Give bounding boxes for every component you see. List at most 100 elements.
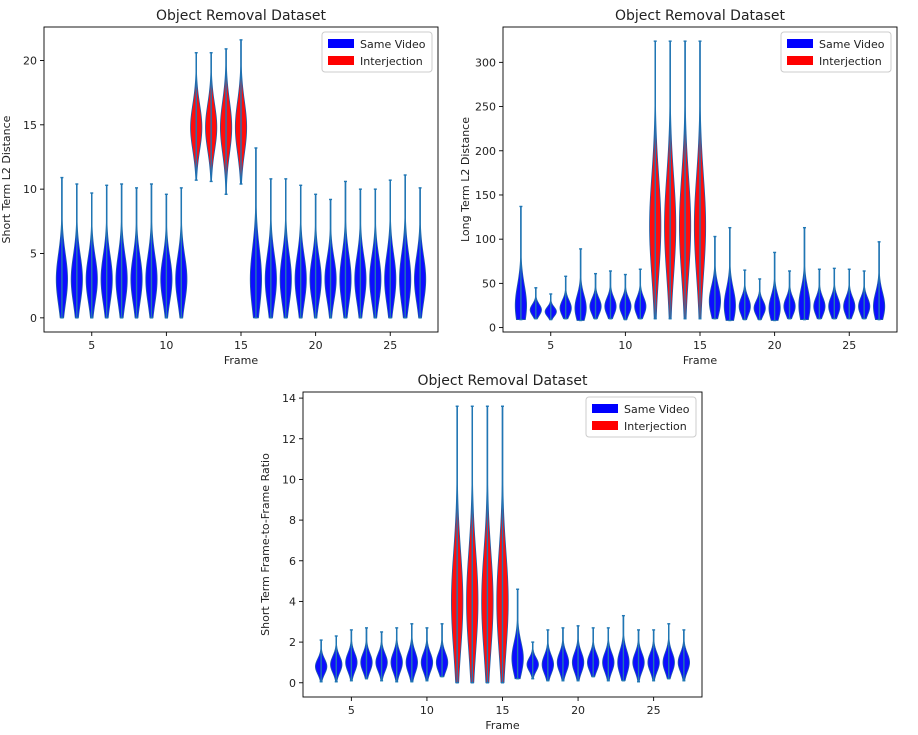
y-tick-label: 10 (282, 473, 296, 486)
violin-frame-22 (602, 627, 615, 682)
x-tick-label: 20 (571, 704, 585, 717)
violin-frame-20 (571, 625, 585, 682)
violin-frame-11 (634, 268, 647, 320)
violin-frame-4 (70, 183, 83, 319)
y-tick-label: 0 (489, 322, 496, 335)
y-tick-label: 150 (475, 189, 496, 202)
violin-frame-19 (294, 184, 307, 319)
y-axis-label: Short Term L2 Distance (0, 115, 13, 243)
violin-frame-21 (324, 198, 337, 319)
violin-frame-15 (234, 39, 248, 185)
y-tick-label: 2 (289, 636, 296, 649)
legend-label: Interjection (624, 420, 687, 433)
violin-frame-26 (662, 623, 675, 680)
y-tick-label: 300 (475, 56, 496, 69)
violin-frame-10 (160, 193, 173, 319)
x-tick-label: 25 (383, 339, 397, 352)
x-axis-label: Frame (224, 354, 259, 367)
violin-frame-3 (514, 205, 527, 321)
violin-frame-19 (556, 627, 570, 682)
x-tick-label: 25 (647, 704, 661, 717)
violin-frame-17 (723, 226, 736, 322)
violin-frame-4 (330, 635, 343, 683)
legend-label: Same Video (360, 38, 426, 51)
violin-frame-10 (619, 273, 632, 321)
violin-frame-23 (813, 268, 826, 320)
violin-frame-12 (649, 40, 662, 320)
violin-frame-8 (589, 272, 602, 320)
y-tick-label: 10 (23, 183, 37, 196)
violin-frame-13 (466, 405, 479, 684)
violin-frame-11 (175, 187, 188, 319)
violin-frame-7 (574, 248, 587, 322)
violin-frame-5 (345, 629, 358, 682)
legend-label: Interjection (819, 55, 882, 68)
y-tick-label: 15 (23, 119, 37, 132)
violin-frame-9 (604, 270, 617, 320)
y-tick-label: 250 (475, 101, 496, 114)
chart-title: Object Removal Dataset (615, 8, 786, 24)
legend: Same Video Interjection (321, 31, 433, 73)
y-tick-label: 5 (30, 247, 37, 260)
legend-swatch-same (592, 404, 618, 413)
y-tick-label: 0 (289, 677, 296, 690)
violin-frame-25 (843, 268, 856, 320)
legend-swatch-same (328, 39, 354, 48)
violin-frame-7 (115, 183, 128, 319)
legend-swatch-same (787, 39, 813, 48)
violin-frame-24 (632, 629, 645, 683)
violin-frame-12 (451, 405, 464, 684)
violin-frame-23 (354, 188, 367, 319)
x-tick-label: 15 (234, 339, 248, 352)
legend-swatch-interjection (592, 421, 618, 430)
violin-frame-17 (526, 641, 539, 680)
y-axis-label: Long Term L2 Distance (459, 117, 472, 242)
violin-frame-7 (375, 631, 388, 682)
x-tick-label: 10 (159, 339, 173, 352)
x-tick-label: 5 (88, 339, 95, 352)
violin-frame-22 (339, 180, 352, 319)
violin-frame-14 (481, 405, 494, 684)
violin-frame-6 (100, 184, 113, 319)
violin-frame-18 (541, 629, 554, 682)
violin-frame-12 (190, 52, 203, 181)
violin-frame-26 (858, 270, 871, 320)
violin-frame-16 (249, 147, 262, 319)
y-tick-label: 6 (289, 555, 296, 568)
violin-frame-4 (529, 287, 542, 320)
violin-frame-25 (384, 179, 397, 319)
violin-frame-15 (496, 405, 509, 684)
violin-frame-20 (309, 193, 322, 319)
violin-frame-14 (220, 48, 233, 195)
violin-frame-19 (753, 278, 766, 321)
violin-frame-20 (768, 251, 781, 322)
x-tick-label: 10 (420, 704, 434, 717)
violin-frame-13 (205, 52, 218, 183)
x-tick-label: 25 (842, 339, 856, 352)
x-tick-label: 5 (547, 339, 554, 352)
violin-frame-14 (678, 40, 692, 320)
y-tick-label: 12 (282, 433, 296, 446)
violin-frame-10 (420, 627, 434, 682)
violin-frame-3 (55, 176, 68, 319)
violin-frame-23 (617, 614, 630, 682)
x-tick-label: 20 (768, 339, 782, 352)
violin-frame-3 (314, 639, 328, 683)
y-tick-label: 8 (289, 514, 296, 527)
violin-frame-16 (708, 235, 722, 320)
y-tick-label: 100 (475, 233, 496, 246)
chart-panel-3: Object Removal Dataset 5 10 15 20 25 0 2 4 6 8 10 12… (259, 373, 703, 732)
legend: Same Video Interjection (780, 31, 892, 73)
y-tick-label: 0 (30, 312, 37, 325)
y-tick-label: 14 (282, 392, 296, 405)
legend-label: Interjection (360, 55, 423, 68)
violin-frame-8 (390, 627, 403, 683)
y-tick-label: 4 (289, 595, 296, 608)
violin-frame-8 (130, 187, 143, 319)
legend-label: Same Video (624, 403, 690, 416)
violin-frame-24 (828, 267, 841, 320)
x-axis-label: Frame (485, 719, 520, 732)
violin-frame-24 (369, 188, 382, 319)
